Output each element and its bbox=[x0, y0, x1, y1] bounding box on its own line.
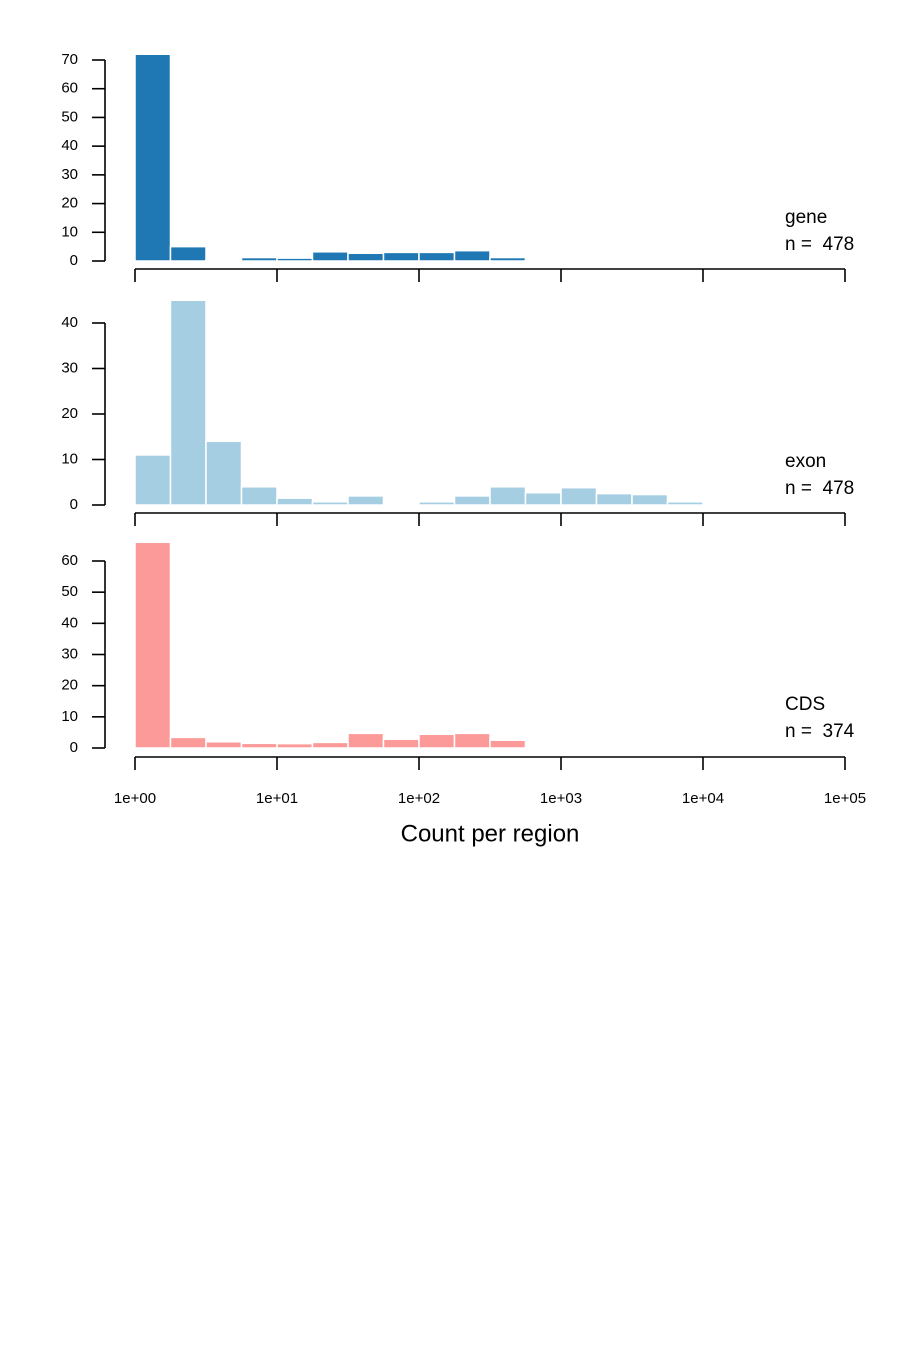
bar bbox=[311, 501, 349, 506]
bar bbox=[347, 495, 385, 506]
bar bbox=[524, 746, 562, 749]
bar bbox=[631, 493, 669, 506]
y-tick-label: 0 bbox=[70, 496, 78, 513]
y-tick-label: 60 bbox=[61, 552, 78, 569]
bar bbox=[169, 736, 207, 749]
bar bbox=[240, 486, 278, 506]
x-axis-title: Count per region bbox=[401, 820, 580, 847]
bar bbox=[453, 732, 491, 749]
x-tick-label: 1e+05 bbox=[824, 790, 866, 807]
n-label: n = 374 bbox=[785, 721, 855, 742]
bar bbox=[418, 251, 456, 262]
y-tick-label: 30 bbox=[61, 645, 78, 662]
bar bbox=[489, 486, 527, 506]
y-tick-label: 40 bbox=[61, 314, 78, 331]
bar bbox=[524, 491, 562, 506]
bar bbox=[205, 741, 243, 749]
bar bbox=[240, 256, 278, 262]
y-tick-label: 40 bbox=[61, 137, 78, 154]
bar bbox=[347, 252, 385, 262]
x-tick-label: 1e+04 bbox=[682, 790, 724, 807]
bar bbox=[382, 738, 420, 749]
y-tick-label: 0 bbox=[70, 252, 78, 269]
bar bbox=[666, 501, 704, 506]
bar bbox=[276, 742, 314, 749]
bar bbox=[311, 251, 349, 262]
bar bbox=[134, 53, 172, 262]
bar bbox=[134, 541, 172, 749]
panel-label: exon bbox=[785, 451, 826, 472]
bar bbox=[311, 741, 349, 749]
y-tick-label: 60 bbox=[61, 80, 78, 97]
panel-label: CDS bbox=[785, 694, 825, 715]
bar bbox=[524, 259, 562, 262]
bar bbox=[489, 256, 527, 262]
bar bbox=[240, 742, 278, 749]
y-tick-label: 50 bbox=[61, 108, 78, 125]
bar bbox=[595, 492, 633, 506]
x-tick-label: 1e+00 bbox=[114, 790, 156, 807]
y-tick-label: 30 bbox=[61, 166, 78, 183]
bar bbox=[453, 495, 491, 506]
bar bbox=[347, 732, 385, 749]
y-tick-label: 20 bbox=[61, 405, 78, 422]
x-tick-label: 1e+03 bbox=[540, 790, 582, 807]
bar bbox=[169, 299, 207, 506]
y-tick-label: 50 bbox=[61, 583, 78, 600]
bar bbox=[560, 486, 598, 506]
y-tick-label: 10 bbox=[61, 708, 78, 725]
n-label: n = 478 bbox=[785, 478, 854, 499]
panel-label: gene bbox=[785, 207, 827, 228]
y-tick-label: 20 bbox=[61, 195, 78, 212]
bar bbox=[453, 249, 491, 262]
y-tick-label: 20 bbox=[61, 677, 78, 694]
bar bbox=[134, 454, 172, 506]
bar bbox=[205, 258, 243, 262]
n-label: n = 478 bbox=[785, 234, 854, 255]
y-tick-label: 10 bbox=[61, 450, 78, 467]
bar bbox=[418, 501, 456, 506]
y-tick-label: 40 bbox=[61, 614, 78, 631]
bar bbox=[382, 251, 420, 262]
x-tick-label: 1e+01 bbox=[256, 790, 298, 807]
y-tick-label: 70 bbox=[61, 51, 78, 68]
y-tick-label: 30 bbox=[61, 359, 78, 376]
bar bbox=[418, 733, 456, 749]
bar bbox=[276, 497, 314, 506]
y-tick-label: 10 bbox=[61, 223, 78, 240]
x-tick-label: 1e+02 bbox=[398, 790, 440, 807]
bar bbox=[276, 257, 314, 262]
bar bbox=[169, 245, 207, 262]
bar bbox=[205, 440, 243, 506]
bar bbox=[489, 739, 527, 749]
y-tick-label: 0 bbox=[70, 739, 78, 756]
